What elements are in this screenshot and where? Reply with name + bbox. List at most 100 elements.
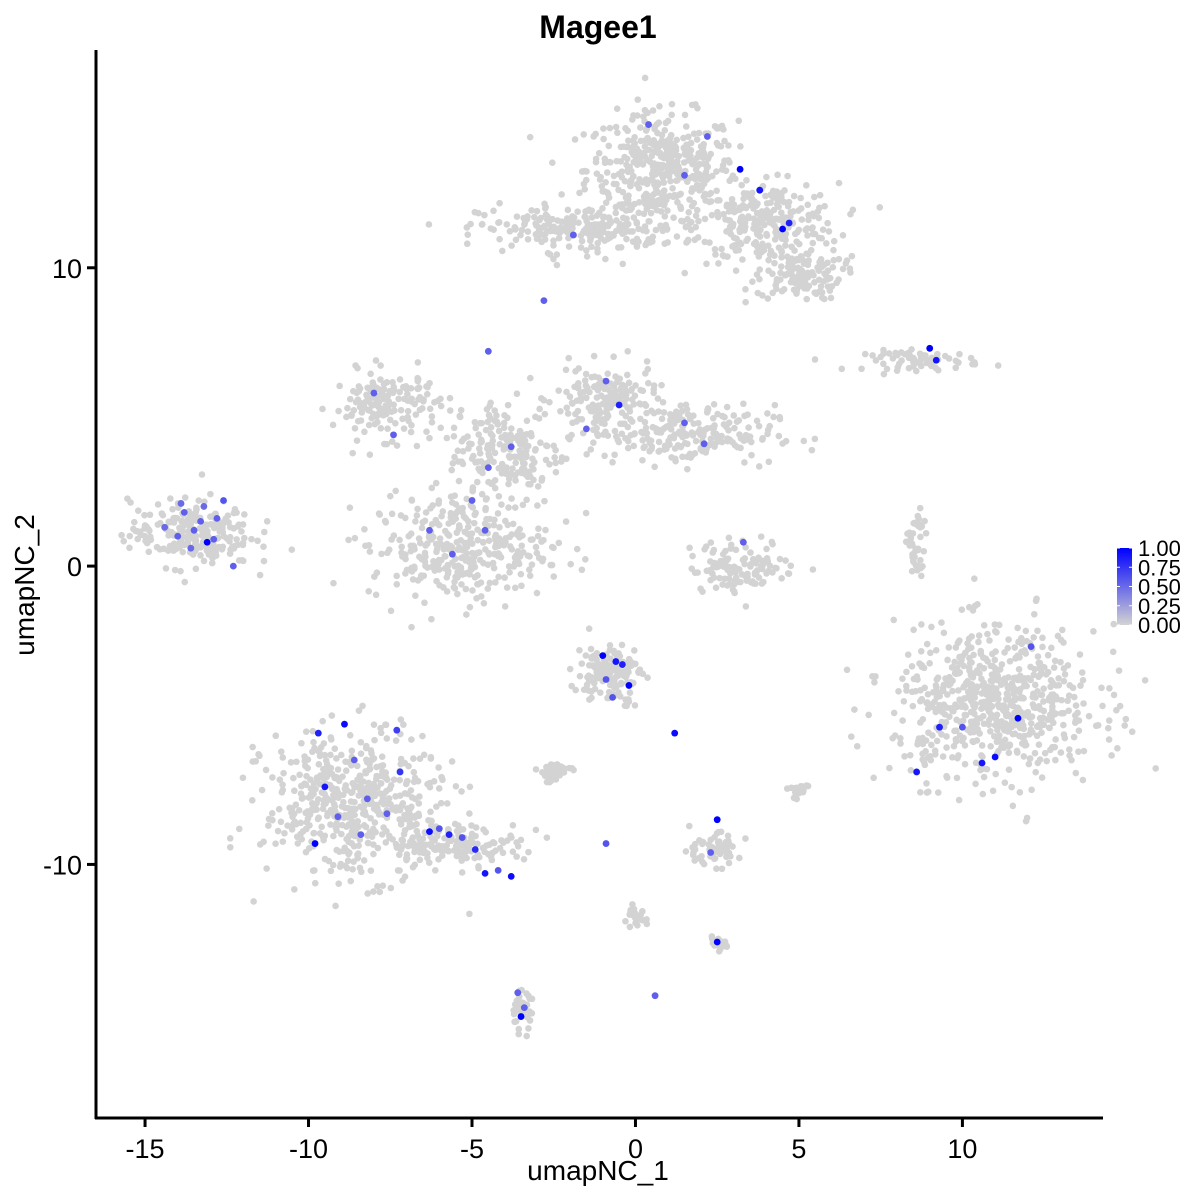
cell-point	[170, 514, 177, 522]
cell-point	[461, 570, 469, 577]
cell-point	[976, 670, 983, 677]
cell-point	[689, 851, 697, 859]
cell-point	[567, 560, 575, 568]
cell-point	[370, 841, 377, 848]
cell-point	[437, 424, 445, 432]
cell-point	[1075, 727, 1083, 734]
cell-point	[496, 441, 504, 448]
cell-point	[343, 864, 351, 872]
cell-point	[821, 202, 828, 210]
cell-point	[474, 526, 481, 533]
cell-point	[582, 509, 590, 517]
cell-point	[416, 793, 423, 800]
cell-point	[1011, 693, 1019, 701]
cell-point	[429, 502, 436, 509]
cell-point	[1043, 757, 1051, 765]
cell-point	[714, 213, 722, 221]
cell-point	[369, 402, 376, 409]
cell-point	[489, 479, 497, 487]
cell-point	[305, 845, 313, 852]
cell-point	[759, 557, 766, 565]
cell-point	[1141, 677, 1149, 684]
cell-point	[475, 431, 482, 438]
cell-point	[416, 856, 424, 864]
cell-point	[604, 222, 612, 230]
cell-point	[1044, 651, 1052, 659]
cell-point	[651, 463, 658, 471]
cell-point	[664, 207, 671, 214]
cell-point	[1029, 701, 1037, 708]
cell-point	[718, 122, 726, 130]
cell-point	[755, 463, 763, 470]
cell-point	[993, 726, 1001, 734]
cell-point	[546, 398, 553, 406]
cell-point	[643, 409, 650, 417]
cell-point	[553, 251, 561, 258]
cell-point	[315, 748, 323, 755]
cell-point	[626, 228, 634, 235]
cell-point	[458, 546, 465, 553]
cell-point	[478, 490, 486, 498]
cell-point	[248, 535, 255, 543]
cell-point	[725, 575, 733, 582]
cell-point	[297, 819, 305, 827]
cell-point	[885, 350, 893, 357]
cell-point	[319, 805, 327, 813]
cell-point	[366, 548, 374, 555]
cell-point	[582, 213, 589, 221]
cell-point	[383, 735, 391, 742]
cell-point	[1020, 725, 1028, 733]
cell-point	[208, 549, 216, 557]
cell-point	[421, 599, 428, 607]
cell-point	[226, 834, 234, 842]
cell-point	[394, 867, 402, 874]
cell-point	[344, 404, 351, 412]
cell-point	[319, 405, 326, 413]
cell-point	[1005, 749, 1013, 757]
cell-point	[272, 732, 280, 740]
cell-point	[666, 134, 674, 142]
cell-point	[516, 533, 523, 541]
cell-point	[787, 212, 794, 220]
cell-point	[1022, 817, 1030, 825]
cell-point	[583, 394, 590, 402]
cell-point	[728, 195, 736, 203]
expressing-cell-point	[484, 347, 492, 355]
expressing-cell-point	[609, 693, 616, 701]
cell-point	[399, 551, 407, 559]
cell-point	[922, 748, 929, 755]
cell-point	[141, 532, 149, 540]
cell-point	[555, 234, 563, 242]
cell-point	[441, 552, 449, 560]
cell-point	[732, 267, 740, 274]
cell-point	[763, 545, 770, 553]
cell-point	[708, 935, 716, 943]
cell-point	[1009, 702, 1017, 710]
cell-point	[1051, 657, 1059, 665]
cell-point	[658, 381, 665, 389]
cell-point	[472, 424, 480, 432]
cell-point	[668, 111, 676, 119]
cell-point	[601, 452, 608, 460]
cell-point	[379, 762, 387, 769]
cell-point	[941, 352, 949, 360]
cell-point	[635, 209, 643, 217]
cell-point	[660, 161, 667, 169]
cell-point	[632, 914, 639, 922]
cell-point	[906, 529, 913, 536]
cell-point	[627, 178, 635, 186]
cell-point	[165, 518, 172, 526]
cell-point	[521, 221, 528, 228]
cell-point	[582, 556, 589, 563]
cell-point	[976, 730, 983, 737]
cell-point	[600, 214, 607, 221]
cell-point	[869, 672, 876, 680]
cell-point	[646, 439, 654, 447]
cell-point	[423, 383, 430, 390]
cell-point	[596, 209, 603, 217]
cell-point	[276, 776, 284, 783]
cell-point	[338, 821, 346, 829]
expressing-cell-point	[311, 840, 319, 847]
cell-point	[708, 211, 716, 219]
cell-point	[377, 724, 384, 732]
